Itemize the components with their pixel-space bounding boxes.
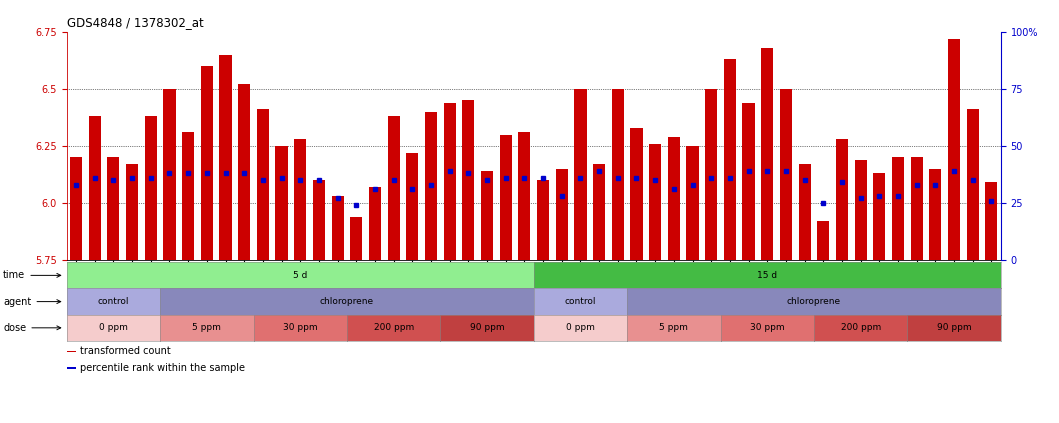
Bar (686, 146, 699, 260)
Bar (312, 180, 325, 260)
Bar (593, 164, 605, 260)
Bar (930, 169, 941, 260)
Bar (407, 153, 418, 260)
Bar (742, 102, 755, 260)
Bar (518, 132, 531, 260)
Bar (779, 89, 792, 260)
Text: percentile rank within the sample: percentile rank within the sample (79, 363, 245, 373)
Text: 5 d: 5 d (293, 271, 307, 280)
Bar (331, 196, 344, 260)
Bar (107, 157, 120, 260)
Text: control: control (564, 297, 596, 306)
Bar (818, 221, 829, 260)
Text: GDS4848 / 1378302_at: GDS4848 / 1378302_at (67, 16, 203, 29)
Bar (388, 116, 399, 260)
Text: 30 ppm: 30 ppm (750, 323, 785, 332)
Text: 200 ppm: 200 ppm (374, 323, 414, 332)
Bar (481, 171, 493, 260)
Bar (630, 128, 643, 260)
Bar (723, 59, 736, 260)
Text: 5 ppm: 5 ppm (660, 323, 688, 332)
Bar (874, 173, 885, 260)
Text: 90 ppm: 90 ppm (470, 323, 504, 332)
Text: 5 ppm: 5 ppm (193, 323, 221, 332)
Bar (67, 351, 76, 352)
Bar (444, 102, 455, 260)
Bar (892, 157, 904, 260)
Text: chloroprene: chloroprene (320, 297, 374, 306)
Bar (537, 180, 550, 260)
Text: 0 ppm: 0 ppm (566, 323, 595, 332)
Bar (761, 48, 773, 260)
Bar (556, 169, 568, 260)
Text: transformed count: transformed count (79, 346, 170, 356)
Text: time: time (3, 270, 60, 280)
Bar (855, 159, 866, 260)
Bar (70, 157, 83, 260)
Bar (668, 137, 680, 260)
Bar (256, 110, 269, 260)
Bar (145, 116, 157, 260)
Bar (500, 135, 511, 260)
Bar (219, 55, 232, 260)
Text: control: control (97, 297, 129, 306)
Bar (238, 84, 250, 260)
Bar (705, 89, 717, 260)
Text: 90 ppm: 90 ppm (937, 323, 971, 332)
Bar (351, 217, 362, 260)
Bar (836, 139, 848, 260)
Bar (574, 89, 587, 260)
Bar (798, 164, 811, 260)
Bar (985, 182, 998, 260)
Bar (649, 144, 661, 260)
Bar (126, 164, 138, 260)
Text: agent: agent (3, 297, 60, 307)
Text: dose: dose (3, 323, 60, 333)
Bar (967, 110, 979, 260)
Bar (463, 100, 474, 260)
Bar (369, 187, 381, 260)
Bar (948, 38, 961, 260)
Bar (911, 157, 922, 260)
Text: chloroprene: chloroprene (787, 297, 841, 306)
Bar (294, 139, 306, 260)
Bar (612, 89, 624, 260)
Bar (275, 146, 288, 260)
Text: 200 ppm: 200 ppm (841, 323, 881, 332)
Text: 30 ppm: 30 ppm (283, 323, 318, 332)
Bar (182, 132, 194, 260)
Bar (201, 66, 213, 260)
Text: 15 d: 15 d (757, 271, 777, 280)
Bar (89, 116, 101, 260)
Bar (163, 89, 176, 260)
Bar (425, 112, 437, 260)
Text: 0 ppm: 0 ppm (98, 323, 128, 332)
